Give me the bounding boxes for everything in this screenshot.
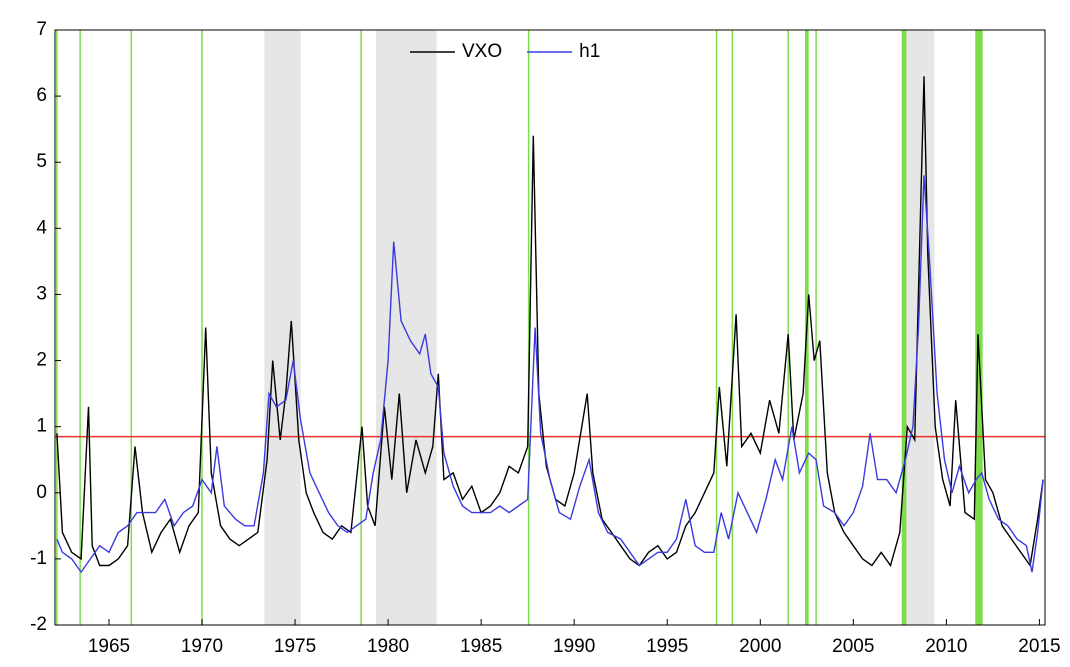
x-tick-label: 1975	[274, 636, 316, 657]
y-tick-label: 7	[36, 19, 47, 40]
y-tick-label: -2	[30, 614, 47, 635]
y-tick-label: 2	[36, 350, 47, 371]
x-tick-label: 1965	[88, 636, 130, 657]
y-tick-label: 3	[36, 283, 47, 304]
legend-label: h1	[579, 41, 600, 62]
y-tick-label: 6	[36, 85, 47, 106]
x-tick-label: 2005	[832, 636, 874, 657]
x-tick-label: 1990	[553, 636, 595, 657]
x-tick-label: 2010	[925, 636, 967, 657]
recession-band	[904, 30, 935, 625]
x-tick-label: 1970	[181, 636, 223, 657]
y-tick-label: 0	[36, 482, 47, 503]
x-tick-label: 1980	[367, 636, 409, 657]
series-line	[56, 175, 1044, 574]
x-tick-label: 1995	[646, 636, 688, 657]
y-tick-label: 5	[36, 151, 47, 172]
y-tick-label: 4	[36, 217, 47, 238]
green-band	[975, 30, 983, 625]
x-tick-label: 2000	[739, 636, 781, 657]
green-band	[901, 30, 907, 625]
x-tick-label: 1985	[460, 636, 502, 657]
recession-band	[264, 30, 301, 625]
plot-frame	[54, 29, 1046, 626]
y-tick-label: -1	[30, 548, 47, 569]
x-tick-label: 2015	[1018, 636, 1060, 657]
series-line	[56, 76, 1044, 568]
legend-label: VXO	[462, 41, 502, 62]
y-tick-label: 1	[36, 416, 47, 437]
recession-band	[376, 30, 437, 625]
